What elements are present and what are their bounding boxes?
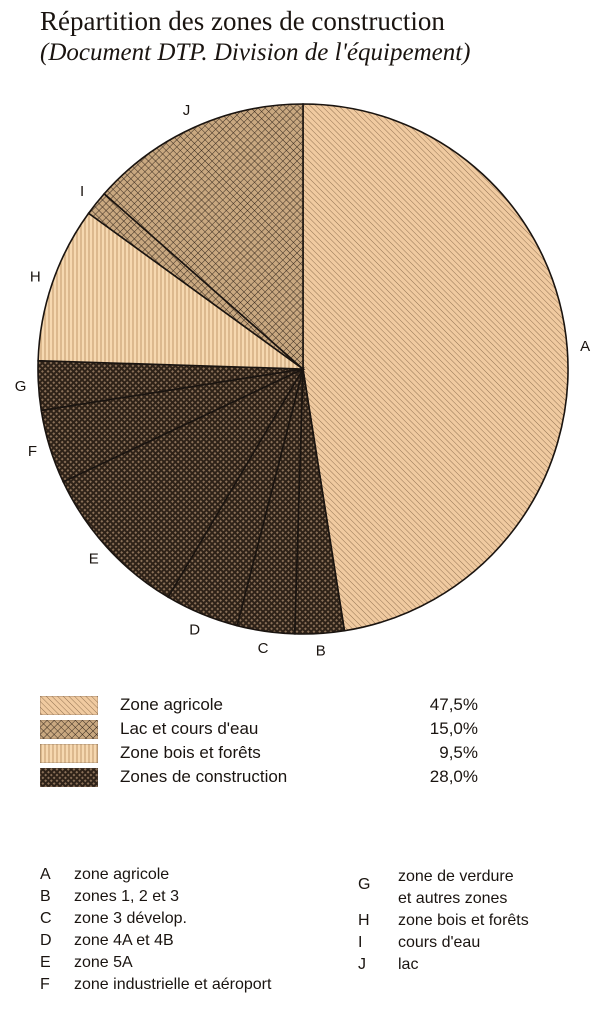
key-text: zone agricole bbox=[74, 866, 170, 883]
slice-label-i: I bbox=[80, 183, 84, 200]
legend-row-lac: Lac et cours d'eau 15,0% bbox=[38, 718, 478, 742]
legend-row-bois: Zone bois et forêts 9,5% bbox=[38, 742, 478, 766]
key-text: cours d'eau bbox=[398, 934, 481, 951]
legend: Zone agricole 47,5% Lac et cours d'eau 1… bbox=[38, 694, 478, 790]
chart-title: Répartition des zones de construction bbox=[40, 6, 445, 36]
key-letter: G bbox=[358, 876, 371, 893]
key-item: D zone 4A et 4B bbox=[40, 930, 360, 952]
legend-swatch-construction bbox=[40, 768, 98, 787]
key-text: zone industrielle et aéroport bbox=[74, 976, 272, 993]
key-letter: C bbox=[40, 910, 52, 927]
legend-value: 28,0% bbox=[429, 767, 478, 786]
legend-swatch-agricole bbox=[40, 696, 98, 715]
key-letter: F bbox=[40, 976, 50, 993]
key-letter: D bbox=[40, 932, 52, 949]
pie-chart: A B C D E F G H I J bbox=[15, 102, 590, 659]
legend-value: 47,5% bbox=[429, 695, 478, 714]
slice-label-f: F bbox=[28, 443, 37, 460]
key-text: zone bois et forêts bbox=[398, 912, 529, 929]
pie-slice-e bbox=[62, 367, 306, 599]
key-item: F zone industrielle et aéroport bbox=[40, 974, 360, 996]
key-letter: E bbox=[40, 954, 51, 971]
legend-label: Zone bois et forêts bbox=[120, 743, 261, 762]
slice-key-right: G zone de verdure et autres zones H zone… bbox=[358, 866, 598, 976]
key-letter: I bbox=[358, 934, 363, 951]
slice-label-e: E bbox=[89, 550, 99, 567]
key-item: J lac bbox=[358, 954, 598, 976]
key-item: I cours d'eau bbox=[358, 932, 598, 954]
key-item: et autres zones bbox=[358, 888, 598, 910]
legend-label: Zone agricole bbox=[120, 695, 224, 714]
key-text: zone 4A et 4B bbox=[74, 932, 174, 949]
key-text-line2: et autres zones bbox=[398, 890, 508, 907]
key-text: lac bbox=[398, 956, 419, 973]
key-item: C zone 3 dévelop. bbox=[40, 908, 360, 930]
slice-label-a: A bbox=[580, 338, 590, 355]
chart-subtitle: (Document DTP. Division de l'équipement) bbox=[40, 39, 471, 66]
slice-label-h: H bbox=[30, 268, 41, 285]
key-text: zone 3 dévelop. bbox=[74, 910, 187, 927]
key-item: H zone bois et forêts bbox=[358, 910, 598, 932]
legend-value: 9,5% bbox=[439, 743, 478, 762]
key-letter: J bbox=[358, 956, 366, 973]
key-letter: A bbox=[40, 866, 51, 883]
slice-label-c: C bbox=[258, 640, 269, 657]
legend-row-agricole: Zone agricole 47,5% bbox=[38, 694, 478, 718]
legend-value: 15,0% bbox=[429, 719, 478, 738]
slice-label-b: B bbox=[316, 642, 326, 659]
key-letter: H bbox=[358, 912, 370, 929]
key-item: A zone agricole bbox=[40, 864, 360, 886]
key-item: G zone de verdure bbox=[358, 866, 598, 893]
legend-label: Zones de construction bbox=[120, 767, 288, 786]
pie-slice-h bbox=[37, 212, 306, 370]
legend-label: Lac et cours d'eau bbox=[120, 719, 259, 738]
key-item: E zone 5A bbox=[40, 952, 360, 974]
key-text: zones 1, 2 et 3 bbox=[74, 888, 179, 905]
pie-slice-j bbox=[103, 103, 304, 371]
legend-row-construction: Zones de construction 28,0% bbox=[38, 766, 478, 790]
pie-slice-a bbox=[302, 103, 569, 632]
slice-label-d: D bbox=[189, 621, 200, 638]
slice-label-g: G bbox=[15, 378, 27, 395]
key-item: B zones 1, 2 et 3 bbox=[40, 886, 360, 908]
legend-swatch-bois bbox=[40, 744, 98, 763]
slice-key-left: A zone agricole B zones 1, 2 et 3 C zone… bbox=[40, 864, 360, 996]
key-text: zone 5A bbox=[74, 954, 133, 971]
key-letter: B bbox=[40, 888, 51, 905]
key-text: zone de verdure bbox=[398, 868, 514, 885]
slice-label-j: J bbox=[183, 102, 191, 119]
legend-swatch-lac bbox=[40, 720, 98, 739]
